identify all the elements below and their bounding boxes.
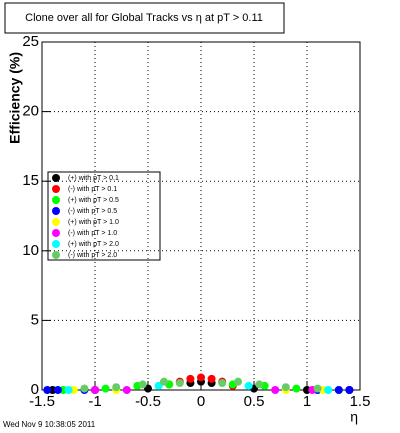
y-tick-label: 0 [31, 381, 39, 398]
point [175, 379, 184, 388]
point [345, 386, 354, 394]
timestamp: Wed Nov 9 10:38:05 2011 [3, 420, 96, 429]
point [53, 386, 62, 394]
x-tick-label: 0 [197, 393, 205, 410]
point [207, 374, 216, 383]
x-tick-label: 0.5 [244, 393, 265, 410]
y-tick-label: 25 [22, 33, 39, 50]
point [91, 386, 99, 394]
point [271, 386, 280, 394]
point [244, 381, 253, 390]
point [138, 380, 147, 389]
legend-label: (-) with pT > 0.5 [68, 208, 117, 215]
point [324, 386, 333, 394]
x-axis-label: η [350, 409, 358, 425]
point [159, 377, 168, 386]
point [43, 386, 52, 394]
point [255, 380, 264, 389]
point [292, 384, 301, 393]
legend-marker [52, 218, 60, 226]
point [101, 384, 110, 393]
legend-marker [52, 185, 60, 193]
y-tick-label: 15 [22, 172, 39, 189]
legend-box [47, 171, 161, 261]
legend-label: (+) with pT > 2.0 [68, 241, 119, 248]
point [64, 386, 73, 394]
legend-label: (-) with pT > 1.0 [68, 230, 117, 237]
title-box [4, 2, 285, 34]
legend-label: (+) with pT > 1.0 [68, 219, 119, 226]
legend-label: (-) with pT > 0.1 [68, 186, 117, 193]
x-tick-label: -1.5 [29, 393, 55, 410]
point [122, 386, 131, 394]
x-tick-label: 1.5 [350, 393, 371, 410]
legend-label: (+) with pT > 0.1 [68, 175, 119, 182]
y-tick-label: 5 [31, 311, 39, 328]
point [218, 379, 227, 388]
x-tick-label: -1 [88, 393, 101, 410]
point [197, 373, 205, 382]
legend-marker [52, 229, 60, 237]
legend-label: (+) with pT > 0.5 [68, 197, 119, 204]
x-tick-label: 1 [303, 393, 311, 410]
legend-marker [52, 207, 60, 215]
point [112, 383, 121, 392]
x-tick-label: -0.5 [135, 393, 161, 410]
chart-title: Clone over all for Global Tracks vs η at… [25, 12, 263, 24]
point [234, 377, 243, 386]
y-tick-label: 10 [22, 242, 39, 259]
y-axis-label: Efficiency (%) [7, 52, 23, 144]
legend-marker [52, 251, 60, 259]
point [313, 384, 322, 393]
legend-marker [52, 240, 60, 248]
point [186, 374, 195, 383]
point [334, 386, 343, 394]
y-tick-label: 20 [22, 103, 39, 120]
point [80, 384, 89, 393]
point [281, 383, 290, 392]
legend [47, 171, 161, 261]
legend-label: (-) with pT > 2.0 [68, 252, 117, 259]
legend-marker [52, 174, 60, 182]
legend-marker [52, 196, 60, 204]
